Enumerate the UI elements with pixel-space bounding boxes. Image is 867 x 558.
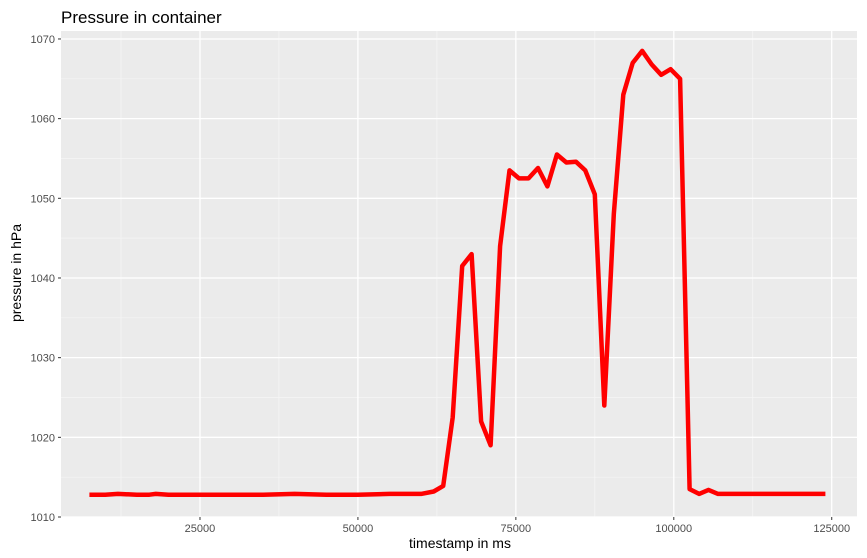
minor-gridlines <box>61 31 857 517</box>
y-axis-title: pressure in hPa <box>8 224 24 322</box>
y-tick-label: 1010 <box>31 512 55 524</box>
y-tick-label: 1040 <box>31 273 55 285</box>
x-tick-label: 125000 <box>813 523 850 535</box>
series-line <box>89 48 826 497</box>
series-layer <box>89 48 826 497</box>
chart-title: Pressure in container <box>61 8 222 27</box>
y-tick-label: 1070 <box>31 34 55 46</box>
x-axis-title: timestamp in ms <box>409 535 511 551</box>
x-tick-label: 75000 <box>501 523 532 535</box>
y-tick-label: 1060 <box>31 114 55 126</box>
x-tick-label: 50000 <box>343 523 374 535</box>
y-tick-label: 1050 <box>31 193 55 205</box>
major-gridlines <box>61 31 857 518</box>
plot-panel <box>61 31 857 517</box>
y-axis: 1010 1020 1030 1040 1050 1060 1070 <box>31 34 61 524</box>
x-tick-label: 25000 <box>185 523 216 535</box>
y-tick-label: 1020 <box>31 432 55 444</box>
x-axis: 25000 50000 75000 100000 125000 <box>185 517 850 535</box>
x-tick-label: 100000 <box>655 523 692 535</box>
y-tick-label: 1030 <box>31 353 55 365</box>
